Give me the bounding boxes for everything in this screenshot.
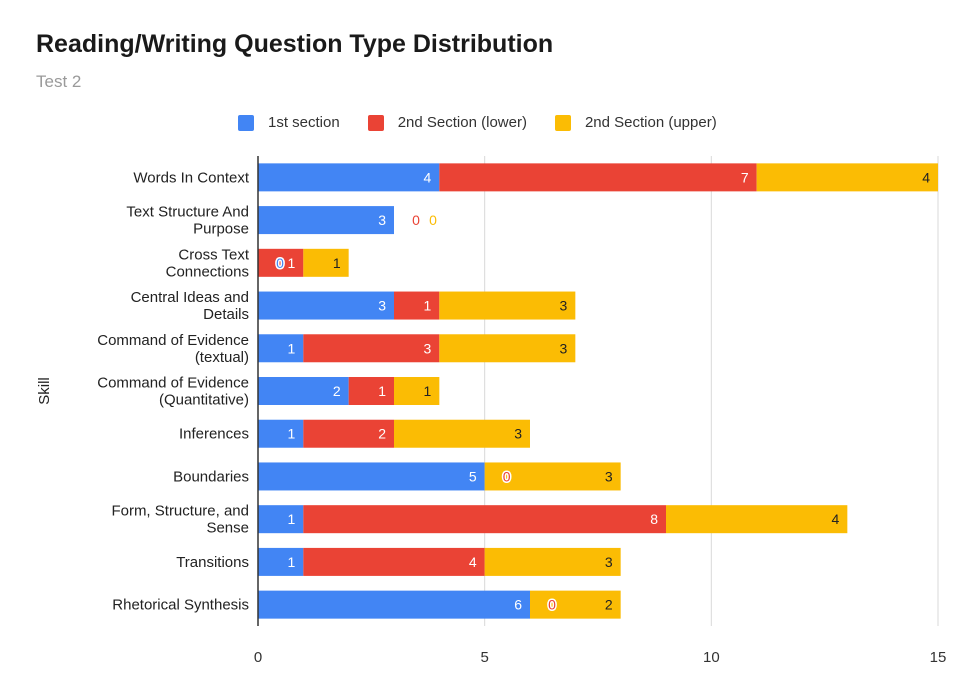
data-label: 3	[378, 298, 386, 314]
data-label: 5	[469, 468, 477, 484]
data-label: 1	[424, 383, 432, 399]
legend-swatch	[554, 114, 571, 131]
category-label: Command of Evidence (Quantitative)	[97, 375, 249, 409]
legend-swatch	[367, 114, 384, 131]
data-label: 7	[741, 169, 749, 185]
bar-segment	[484, 547, 621, 576]
data-label: 1	[424, 298, 432, 314]
category-label: Transitions	[176, 554, 249, 571]
bar-segment	[303, 419, 394, 448]
data-label: 3	[560, 340, 568, 356]
data-label: 3	[605, 554, 613, 570]
bar-segment	[258, 505, 304, 534]
data-label: 3	[605, 468, 613, 484]
bar-segment	[439, 163, 757, 192]
legend-swatch	[238, 114, 254, 131]
bar-segment	[258, 547, 304, 576]
data-label: 1	[378, 383, 386, 399]
bar-segment	[394, 419, 530, 448]
bar-segment	[303, 505, 666, 534]
category-label: Command of Evidence (textual)	[97, 332, 249, 366]
data-label: 4	[832, 511, 840, 527]
data-label: 1	[288, 340, 296, 356]
data-label: 1	[288, 554, 296, 570]
chart-title: Reading/Writing Question Type Distributi…	[36, 30, 554, 58]
legend-label: 2nd Section (lower)	[397, 114, 527, 131]
bar-segment	[439, 334, 576, 363]
legend-label: 2nd Section (upper)	[584, 114, 717, 131]
bar-segment	[258, 590, 530, 619]
category-label: Boundaries	[173, 468, 249, 485]
x-tick-label: 15	[930, 649, 947, 666]
data-label: 2	[333, 383, 341, 399]
bar-segment	[258, 462, 485, 491]
legend-item[interactable]: 1st section	[238, 114, 340, 131]
bar-segment	[439, 291, 576, 320]
bar-segment	[258, 291, 394, 320]
bar-segment	[484, 462, 621, 491]
data-label: 3	[424, 340, 432, 356]
data-label: 6	[514, 597, 522, 613]
bar-segment	[303, 248, 349, 277]
data-label: 2	[378, 426, 386, 442]
data-label: 1	[288, 255, 296, 271]
category-label: Central Ideas and Details	[131, 289, 249, 323]
category-label: Words In Context	[133, 169, 249, 186]
x-tick-label: 10	[703, 649, 720, 666]
bar-segment	[394, 291, 440, 320]
chart-legend: 1st section 2nd Section (lower) 2nd Sectio…	[238, 114, 745, 131]
data-label: 0	[503, 468, 511, 484]
data-label: 0	[276, 255, 284, 271]
bar-segment	[258, 377, 349, 405]
bar-segment	[258, 419, 304, 448]
data-label: 1	[333, 255, 341, 271]
data-label: 4	[424, 169, 432, 185]
bar-segment	[666, 505, 848, 534]
chart-subtitle: Test 2	[36, 72, 82, 91]
x-tick-label: 5	[480, 649, 488, 666]
category-label: Text Structure And Purpose	[126, 204, 249, 238]
data-label: 0	[548, 597, 556, 613]
category-label: Form, Structure, and Sense	[111, 503, 249, 537]
data-label: 1	[288, 426, 296, 442]
bar-segment	[348, 377, 394, 405]
bar-segment	[530, 590, 621, 619]
bar-segment	[756, 163, 938, 192]
legend-item[interactable]: 2nd Section (lower)	[367, 114, 527, 131]
legend-item[interactable]: 2nd Section (upper)	[554, 114, 717, 131]
data-label: 1	[288, 511, 296, 527]
bar-segment	[258, 334, 304, 363]
bar-segment	[303, 334, 440, 363]
data-label: 3	[378, 212, 386, 228]
category-label: Rhetorical Synthesis	[112, 597, 249, 614]
bar-segment	[258, 248, 304, 277]
data-label: 8	[650, 511, 658, 527]
legend-label: 1st section	[268, 114, 340, 131]
data-label: 0	[429, 212, 437, 228]
category-label: Cross Text Connections	[166, 246, 250, 280]
bar-segment	[258, 206, 394, 235]
y-axis-title: Skill	[36, 377, 53, 405]
data-label: 3	[514, 426, 522, 442]
data-label: 2	[605, 597, 613, 613]
category-label: Inferences	[179, 426, 249, 443]
data-label: 4	[469, 554, 477, 570]
data-label: 3	[560, 298, 568, 314]
bar-segment	[303, 547, 485, 576]
bar-segment	[394, 377, 440, 405]
data-label: 4	[922, 169, 930, 185]
bar-segment	[258, 163, 440, 192]
data-label: 0	[412, 212, 420, 228]
x-tick-label: 0	[254, 649, 262, 666]
